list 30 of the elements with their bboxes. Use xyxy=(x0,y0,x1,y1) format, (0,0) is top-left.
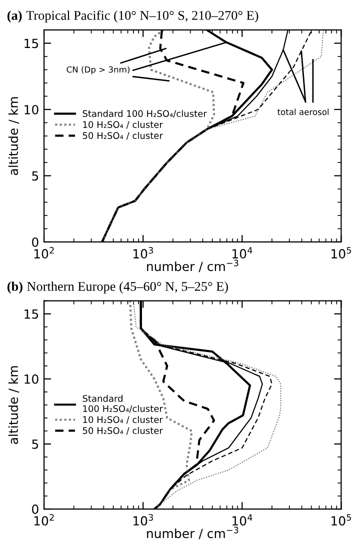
y-tick-label: 15 xyxy=(24,38,38,48)
legend-label: 10 H₂SO₄ / cluster xyxy=(83,121,163,129)
x-tick-label: 10$^{5}$ xyxy=(332,247,351,259)
x-axis-title: number / cm$^{−3}$ xyxy=(147,526,238,540)
legend-label: Standard 100 H₂SO₄/cluster xyxy=(82,394,163,413)
annotation: CN (Dp > 3nm) xyxy=(66,66,130,74)
x-tick-label: 10$^{3}$ xyxy=(133,514,153,526)
y-tick-label: 5 xyxy=(32,440,38,449)
x-tick-label: 10$^{2}$ xyxy=(34,247,54,259)
legend-label: 50 H₂SO₄ / cluster xyxy=(82,132,163,140)
y-axis-title: altitude / km xyxy=(8,97,20,175)
x-tick-label: 10$^{3}$ xyxy=(133,247,153,259)
y-tick-label: 0 xyxy=(32,237,38,247)
chart-title: (a) Tropical Pacific (10° N–10° S, 210–270° E) xyxy=(7,10,258,23)
y-tick-label: 10 xyxy=(24,374,38,384)
legend-label: Standard 100 H₂SO₄/cluster xyxy=(82,110,207,118)
y-tick-label: 5 xyxy=(32,171,38,181)
y-tick-label: 0 xyxy=(32,504,38,514)
x-tick-label: 10$^{5}$ xyxy=(332,514,351,526)
x-tick-label: 10$^{2}$ xyxy=(34,514,54,526)
y-tick-label: 10 xyxy=(24,104,38,114)
annotation: total aerosol xyxy=(277,108,329,116)
legend-label: 50 H₂SO₄ / cluster xyxy=(82,427,163,435)
x-axis-title: number / cm$^{−3}$ xyxy=(147,260,238,272)
y-tick-label: 15 xyxy=(24,309,38,319)
chart-title: (b) Northern Europe (45–60° N, 5–25° E) xyxy=(7,282,228,294)
x-tick-label: 10$^{4}$ xyxy=(232,247,252,259)
legend-label: 10 H₂SO₄ / cluster xyxy=(83,416,163,424)
x-tick-label: 10$^{4}$ xyxy=(232,514,252,526)
y-axis-title: altitude / km xyxy=(8,366,20,444)
